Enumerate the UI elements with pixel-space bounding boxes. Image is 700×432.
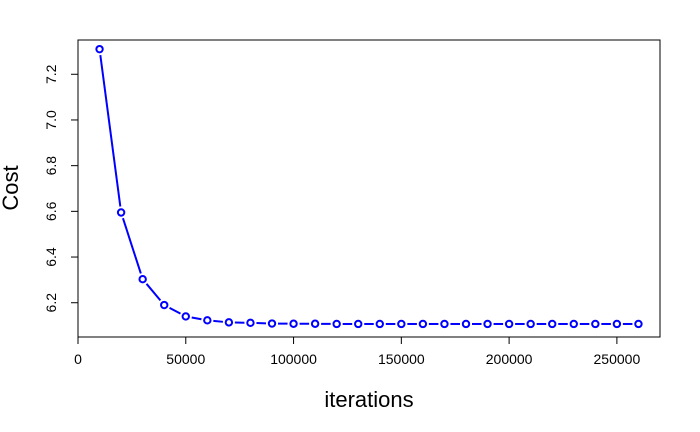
x-axis: 0 50000 100000 150000 200000 250000 — [74, 336, 641, 367]
y-tick-label: 7.2 — [43, 64, 59, 84]
y-tick-label: 6.4 — [43, 247, 59, 267]
data-point — [354, 319, 363, 329]
data-point — [224, 318, 234, 327]
series-segment — [169, 306, 181, 315]
data-point — [569, 319, 578, 329]
series-segment — [122, 217, 142, 274]
data-point — [95, 44, 104, 54]
series-line — [99, 54, 633, 325]
data-point — [181, 312, 190, 321]
data-point — [504, 319, 514, 329]
series-segment — [145, 283, 162, 302]
data-point — [483, 319, 492, 329]
data-point — [634, 319, 643, 329]
data-point — [440, 319, 449, 329]
data-point — [397, 319, 406, 329]
series-segment — [191, 316, 202, 321]
series-segment — [213, 319, 224, 323]
data-point — [526, 319, 535, 329]
plot-frame — [77, 39, 661, 338]
data-point — [461, 319, 471, 329]
series-points — [95, 44, 643, 329]
data-point — [289, 319, 298, 328]
y-tick-label: 7.0 — [43, 110, 59, 130]
y-tick-label: 6.8 — [43, 156, 59, 176]
data-point — [116, 208, 126, 217]
x-tick-label: 150000 — [378, 351, 425, 367]
y-axis: 6.2 6.4 6.6 6.8 7.0 7.2 — [43, 64, 79, 313]
data-point — [203, 316, 212, 325]
data-point — [246, 318, 255, 328]
y-tick-label: 6.6 — [43, 201, 59, 221]
series-segment — [99, 54, 122, 207]
y-axis-title: Cost — [0, 165, 23, 210]
data-point — [267, 319, 277, 328]
data-point — [160, 300, 169, 310]
data-point — [612, 319, 622, 329]
x-tick-label: 200000 — [486, 351, 533, 367]
x-tick-label: 50000 — [166, 351, 205, 367]
data-point — [332, 319, 341, 329]
x-tick-label: 0 — [74, 351, 82, 367]
data-point — [418, 319, 428, 329]
data-point — [310, 319, 320, 328]
x-tick-label: 250000 — [594, 351, 641, 367]
data-point — [591, 319, 600, 329]
data-point — [138, 274, 147, 284]
x-axis-title: iterations — [324, 387, 413, 412]
data-point — [548, 319, 557, 329]
y-tick-label: 6.2 — [43, 293, 59, 313]
data-point — [375, 319, 384, 329]
x-tick-label: 100000 — [270, 351, 317, 367]
